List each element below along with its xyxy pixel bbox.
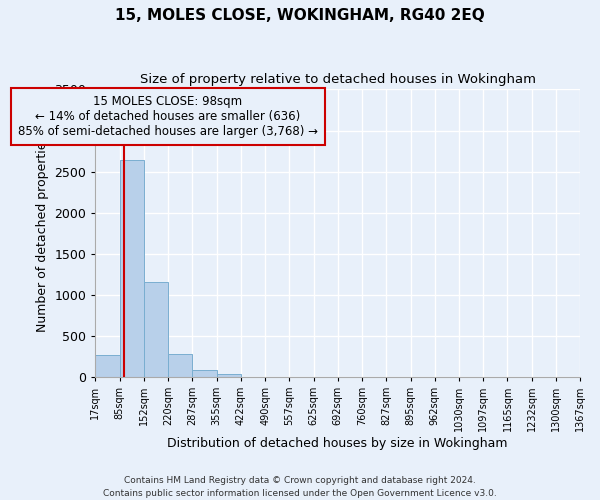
Bar xyxy=(168,354,192,377)
Bar xyxy=(95,354,119,377)
Bar xyxy=(144,282,168,377)
Text: Contains HM Land Registry data © Crown copyright and database right 2024.
Contai: Contains HM Land Registry data © Crown c… xyxy=(103,476,497,498)
X-axis label: Distribution of detached houses by size in Wokingham: Distribution of detached houses by size … xyxy=(167,437,508,450)
Bar xyxy=(192,370,217,377)
Text: 15, MOLES CLOSE, WOKINGHAM, RG40 2EQ: 15, MOLES CLOSE, WOKINGHAM, RG40 2EQ xyxy=(115,8,485,22)
Bar xyxy=(119,160,144,377)
Title: Size of property relative to detached houses in Wokingham: Size of property relative to detached ho… xyxy=(140,72,536,86)
Bar xyxy=(217,374,241,377)
Y-axis label: Number of detached properties: Number of detached properties xyxy=(36,134,49,332)
Text: 15 MOLES CLOSE: 98sqm
← 14% of detached houses are smaller (636)
85% of semi-det: 15 MOLES CLOSE: 98sqm ← 14% of detached … xyxy=(18,95,318,138)
